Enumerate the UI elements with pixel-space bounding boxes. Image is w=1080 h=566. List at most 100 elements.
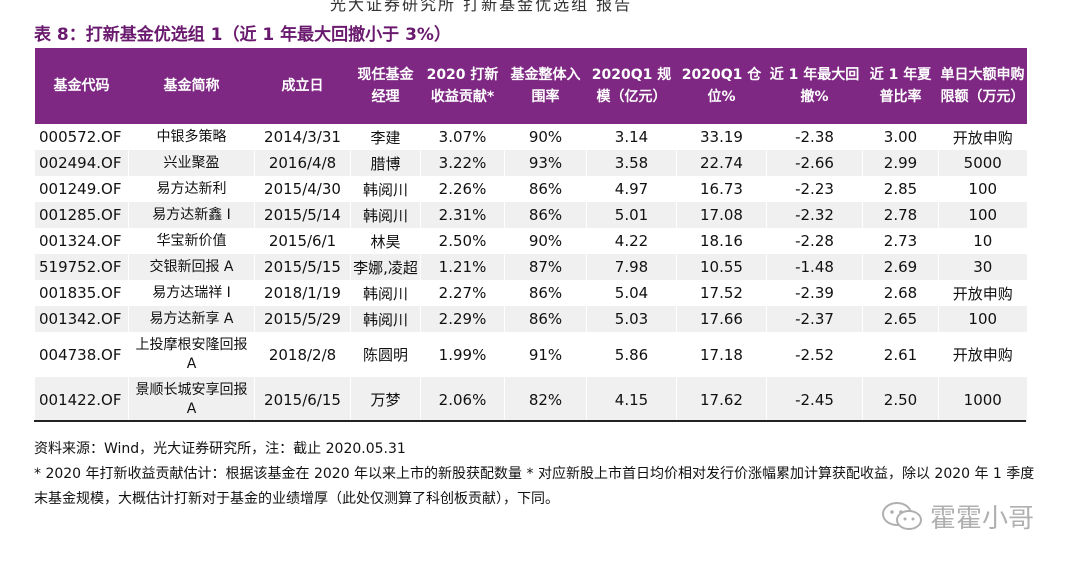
fund-code-cell: 001835.OF	[34, 280, 129, 306]
table-cell: 开放申购	[938, 332, 1027, 377]
table-cell: -2.32	[766, 202, 863, 228]
table-cell: 韩阅川	[350, 280, 421, 306]
table-cell: 30	[938, 254, 1027, 280]
table-cell: 2.65	[862, 306, 939, 332]
table-cell: 3.14	[586, 124, 677, 150]
fund-code-cell: 001324.OF	[34, 228, 129, 254]
fund-code-cell: 002494.OF	[34, 150, 129, 176]
table-cell: 33.19	[676, 124, 767, 150]
table-cell: 5000	[938, 150, 1027, 176]
table-cell: 韩阅川	[350, 202, 421, 228]
watermark-text: 霍霍小哥	[930, 504, 1035, 534]
fund-code-cell: 004738.OF	[34, 332, 129, 377]
table-cell: 2.50	[862, 377, 939, 422]
table-row: 001835.OF 易方达瑞祥 I 2018/1/19 韩阅川 2.27% 86% 5.04…	[34, 280, 1027, 306]
fund-name-cell: 上投摩根安隆回报 A	[128, 332, 255, 377]
table-cell: 4.22	[586, 228, 677, 254]
table-cell: 2015/6/1	[254, 228, 351, 254]
table-cell: 17.66	[676, 306, 767, 332]
source-note: 资料来源：Wind，光大证券研究所，注：截止 2020.05.31	[34, 441, 406, 457]
fund-code-cell: 001249.OF	[34, 176, 129, 202]
table-cell: 李娜,凌超	[350, 254, 421, 280]
table-cell: 3.58	[586, 150, 677, 176]
wechat-icon	[882, 501, 922, 530]
table-cell: 5.01	[586, 202, 677, 228]
table-cell: 2.06%	[420, 377, 505, 422]
table-cell: 2.50%	[420, 228, 505, 254]
table-title: 表 8：打新基金优选组 1（近 1 年最大回撤小于 3%）	[34, 25, 451, 45]
table-cell: 17.08	[676, 202, 767, 228]
table-cell: -1.48	[766, 254, 863, 280]
table-row: 001285.OF 易方达新鑫 I 2015/5/14 韩阅川 2.31% 86% 5.01…	[34, 202, 1027, 228]
fund-code-cell: 001342.OF	[34, 306, 129, 332]
table-cell: 2015/5/14	[254, 202, 351, 228]
footnote: * 2020 年打新收益贡献估计：根据该基金在 2020 年以来上市的新股获配数…	[34, 466, 1035, 507]
table-cell: 1.99%	[420, 332, 505, 377]
table-cell: 91%	[504, 332, 587, 377]
table-cell: 2015/5/15	[254, 254, 351, 280]
column-header: 基金整体入围率	[510, 67, 581, 105]
table-cell: 2.68	[862, 280, 939, 306]
table-cell: 100	[938, 176, 1027, 202]
fund-name-cell: 易方达瑞祥 I	[128, 280, 255, 306]
column-header: 单日大额申购限额（万元）	[940, 67, 1025, 105]
table-body: 000572.OF 中银多策略 2014/3/31 李建 3.07% 90% 3.14 33.…	[34, 124, 1027, 422]
column-header: 基金代码	[53, 78, 110, 94]
table-cell: 3.07%	[420, 124, 505, 150]
fund-name-cell: 兴业聚盈	[128, 150, 255, 176]
table-cell: 86%	[504, 280, 587, 306]
table-cell: 16.73	[676, 176, 767, 202]
table-cell: 100	[938, 202, 1027, 228]
fund-name-cell: 景顺长城安享回报 A	[128, 377, 255, 422]
fund-name-cell: 易方达新利	[128, 176, 255, 202]
table-cell: 4.15	[586, 377, 677, 422]
table-cell: 90%	[504, 124, 587, 150]
fund-code-cell: 000572.OF	[34, 124, 129, 150]
fund-name-cell: 华宝新价值	[128, 228, 255, 254]
table-cell: 100	[938, 306, 1027, 332]
table-cell: -2.66	[766, 150, 863, 176]
table-cell: 万梦	[350, 377, 421, 422]
table-cell: -2.39	[766, 280, 863, 306]
table-cell: 林昊	[350, 228, 421, 254]
table-cell: 17.52	[676, 280, 767, 306]
table-cell: 5.86	[586, 332, 677, 377]
table-cell: 腊博	[350, 150, 421, 176]
fund-name-cell: 交银新回报 A	[128, 254, 255, 280]
table-cell: 2.61	[862, 332, 939, 377]
table-cell: 韩阅川	[350, 176, 421, 202]
table-cell: 87%	[504, 254, 587, 280]
table-cell: -2.37	[766, 306, 863, 332]
table-row: 001342.OF 易方达新享 A 2015/5/29 韩阅川 2.29% 86% 5.03…	[34, 306, 1027, 332]
table-row: 001422.OF 景顺长城安享回报 A 2015/6/15 万梦 2.06% 82% 4.…	[34, 377, 1027, 422]
table-cell: 2018/1/19	[254, 280, 351, 306]
table-cell: 2.26%	[420, 176, 505, 202]
table-row: 001249.OF 易方达新利 2015/4/30 韩阅川 2.26% 86% 4.97 16…	[34, 176, 1027, 202]
column-header: 近 1 年最大回撤%	[769, 67, 860, 105]
table-cell: 2.78	[862, 202, 939, 228]
fund-name-cell: 中银多策略	[128, 124, 255, 150]
table-cell: 3.00	[862, 124, 939, 150]
table-cell: 4.97	[586, 176, 677, 202]
table-row: 001324.OF 华宝新价值 2015/6/1 林昊 2.50% 90% 4.22 18.1…	[34, 228, 1027, 254]
table-cell: -2.52	[766, 332, 863, 377]
column-header: 2020 打新收益贡献*	[426, 67, 499, 105]
table-cell: 韩阅川	[350, 306, 421, 332]
fund-name-cell: 易方达新享 A	[128, 306, 255, 332]
table-cell: 开放申购	[938, 280, 1027, 306]
table-cell: 1000	[938, 377, 1027, 422]
table-cell: 2018/2/8	[254, 332, 351, 377]
table-cell: 86%	[504, 306, 587, 332]
table-cell: 李建	[350, 124, 421, 150]
table-cell: 2.27%	[420, 280, 505, 306]
fund-table-container: 基金代码 基金简称 成立日 现任基金经理 2020 打新收益贡献* 基金整体入围率 2020…	[34, 48, 1027, 422]
table-cell: 17.62	[676, 377, 767, 422]
table-cell: 开放申购	[938, 124, 1027, 150]
table-cell: -2.38	[766, 124, 863, 150]
table-cell: 2.69	[862, 254, 939, 280]
table-cell: 2.73	[862, 228, 939, 254]
cropped-page-header: 光大证券研究所 打新基金优选组 报告	[0, 0, 1080, 12]
table-cell: -2.28	[766, 228, 863, 254]
table-row: 000572.OF 中银多策略 2014/3/31 李建 3.07% 90% 3.14 33.…	[34, 124, 1027, 150]
table-cell: 93%	[504, 150, 587, 176]
